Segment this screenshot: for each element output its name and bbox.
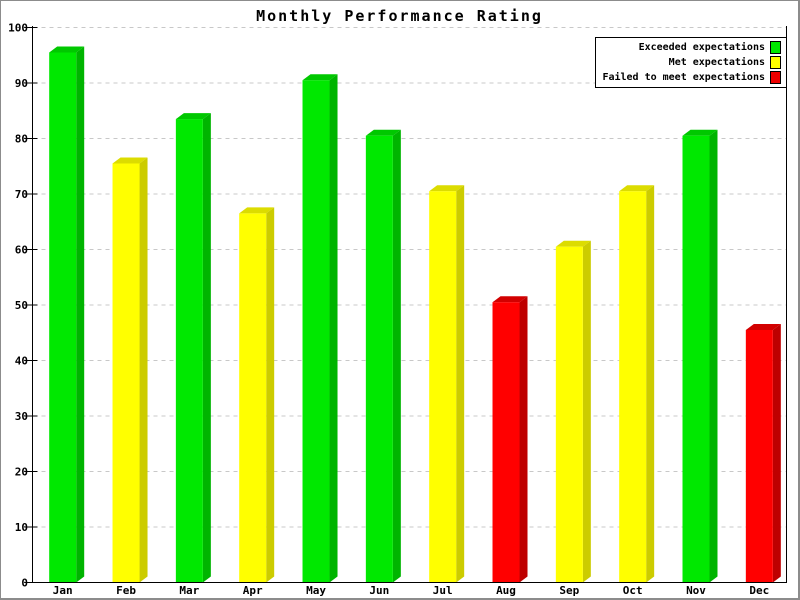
- chart-title: Monthly Performance Rating: [256, 7, 543, 25]
- y-tick-label-70: 70: [15, 188, 28, 201]
- x-label-Aug: Aug: [496, 584, 516, 597]
- x-label-Mar: Mar: [179, 584, 199, 597]
- y-tick-label-40: 40: [15, 355, 28, 368]
- bar-top-Sep: [555, 240, 591, 247]
- bar-top-Aug: [492, 296, 528, 303]
- bar-Feb: [112, 163, 140, 583]
- legend-label-failed: Failed to meet expectations: [602, 72, 765, 83]
- x-label-Feb: Feb: [116, 584, 136, 597]
- bar-side-Jul: [456, 185, 465, 583]
- legend-swatch-met-icon: [770, 56, 781, 69]
- x-label-Oct: Oct: [623, 584, 643, 597]
- bar-side-Sep: [582, 240, 591, 583]
- x-label-Nov: Nov: [686, 584, 706, 597]
- bar-side-Jun: [392, 129, 401, 583]
- bar-top-Dec: [745, 323, 781, 330]
- legend-label-met: Met expectations: [668, 57, 765, 68]
- bar-May: [302, 80, 330, 583]
- bar-side-Jan: [76, 46, 85, 583]
- bar-Oct: [619, 191, 647, 583]
- bar-Mar: [175, 119, 203, 583]
- y-tick-label-0: 0: [21, 577, 28, 590]
- legend-swatch-exceeded-icon: [770, 41, 781, 54]
- legend-label-exceeded: Exceeded expectations: [638, 42, 765, 53]
- x-label-May: May: [306, 584, 326, 597]
- bar-Jul: [429, 191, 457, 583]
- y-tick-label-10: 10: [15, 521, 28, 534]
- bar-top-Apr: [239, 207, 275, 214]
- legend-swatch-failed-icon: [770, 71, 781, 84]
- bar-top-Jun: [365, 129, 401, 136]
- bar-top-Jan: [49, 46, 85, 53]
- bar-Sep: [555, 246, 583, 583]
- x-label-Sep: Sep: [559, 584, 579, 597]
- bar-Dec: [745, 329, 773, 583]
- x-label-Jul: Jul: [433, 584, 453, 597]
- bar-top-Nov: [682, 129, 718, 136]
- y-tick-label-50: 50: [15, 299, 28, 312]
- bar-side-May: [329, 74, 338, 583]
- bar-Nov: [682, 135, 710, 583]
- y-tick-label-20: 20: [15, 466, 28, 479]
- bar-top-Feb: [112, 157, 148, 164]
- legend-entry-failed: Failed to meet expectations: [598, 70, 781, 85]
- bar-top-Jul: [429, 185, 465, 192]
- x-label-Dec: Dec: [749, 584, 769, 597]
- bar-side-Oct: [646, 185, 655, 583]
- x-label-Apr: Apr: [243, 584, 263, 597]
- y-tick-label-80: 80: [15, 133, 28, 146]
- y-tick-label-30: 30: [15, 410, 28, 423]
- bar-side-Nov: [709, 129, 718, 583]
- bar-Jan: [49, 52, 77, 583]
- bar-side-Apr: [266, 207, 275, 583]
- bar-Apr: [239, 213, 267, 583]
- x-label-Jun: Jun: [369, 584, 389, 597]
- bar-side-Dec: [772, 323, 781, 583]
- y-tick-label-60: 60: [15, 244, 28, 257]
- y-tick-label-100: 100: [8, 22, 28, 35]
- bar-Aug: [492, 302, 520, 583]
- bar-Jun: [365, 135, 393, 583]
- bar-side-Mar: [202, 113, 211, 583]
- legend-box: Exceeded expectations Met expectations F…: [595, 37, 787, 88]
- x-label-Jan: Jan: [53, 584, 73, 597]
- bar-side-Feb: [139, 157, 148, 583]
- legend-entry-met: Met expectations: [598, 55, 781, 70]
- bar-top-Mar: [175, 113, 211, 120]
- legend-entry-exceeded: Exceeded expectations: [598, 40, 781, 55]
- bar-side-Aug: [519, 296, 528, 583]
- y-tick-label-90: 90: [15, 77, 28, 90]
- bar-top-May: [302, 74, 338, 81]
- bar-top-Oct: [619, 185, 655, 192]
